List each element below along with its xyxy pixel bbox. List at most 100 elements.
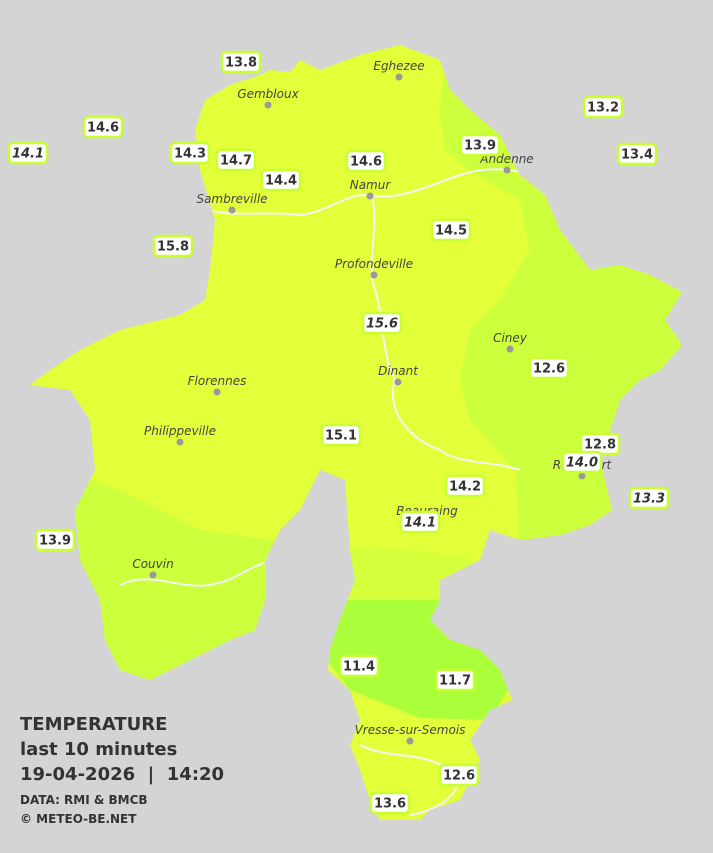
station-value: 12.8 xyxy=(584,438,616,453)
town-dot xyxy=(503,166,511,174)
town-label: Sambreville xyxy=(196,192,267,206)
station: 15.8 xyxy=(152,234,194,258)
subtitle: last 10 minutes xyxy=(20,739,177,760)
station-box xyxy=(369,791,411,815)
town-dot xyxy=(394,378,402,386)
town-label: Philippeville xyxy=(144,424,216,438)
station: 15.6 xyxy=(361,311,403,335)
station: 11.7 xyxy=(434,668,476,692)
river xyxy=(370,195,521,471)
station-value: 15.8 xyxy=(157,240,189,255)
station-box xyxy=(438,763,480,787)
station-value: 14.4 xyxy=(265,174,297,189)
station-value: 13.8 xyxy=(225,56,257,71)
station-value: 15.1 xyxy=(325,429,357,444)
station-box xyxy=(459,133,501,157)
station: 12.6 xyxy=(528,356,570,380)
town-dot xyxy=(578,472,586,480)
station-box xyxy=(7,141,49,165)
town-label: Florennes xyxy=(188,374,247,388)
station: 14.6 xyxy=(345,149,387,173)
station: 13.2 xyxy=(582,95,624,119)
station-box xyxy=(152,234,194,258)
station: 13.6 xyxy=(369,791,411,815)
station-box xyxy=(82,115,124,139)
station-value: 14.0 xyxy=(566,456,598,471)
station-box xyxy=(582,95,624,119)
town-dot xyxy=(149,571,157,579)
station-value: 14.7 xyxy=(220,154,252,169)
station-value: 13.9 xyxy=(464,139,496,154)
station: 14.1 xyxy=(399,510,441,534)
town-label: Vresse-sur-Semois xyxy=(355,723,466,737)
station-value: 13.2 xyxy=(587,101,619,116)
station-value: 14.1 xyxy=(12,147,44,162)
town-dot xyxy=(213,388,221,396)
town-dot xyxy=(395,73,403,81)
zone-mild xyxy=(340,545,470,600)
station-box xyxy=(260,168,302,192)
station: 14.4 xyxy=(260,168,302,192)
town-label: Dinant xyxy=(378,364,419,378)
town-label: Couvin xyxy=(132,557,173,571)
station: 13.9 xyxy=(34,528,76,552)
town-label: Ciney xyxy=(493,331,528,345)
town-label: Gembloux xyxy=(237,87,299,101)
station: 14.6 xyxy=(82,115,124,139)
station-box xyxy=(215,148,257,172)
station: 14.5 xyxy=(430,218,472,242)
station-box xyxy=(399,510,441,534)
river xyxy=(119,559,281,587)
station-box xyxy=(345,149,387,173)
source: DATA: RMI & BMCB xyxy=(20,793,148,807)
town-dot xyxy=(264,101,272,109)
town-dot xyxy=(406,737,414,745)
station: 13.3 xyxy=(628,486,670,510)
station-value: 13.9 xyxy=(39,534,71,549)
station-box xyxy=(434,668,476,692)
station-value: 11.7 xyxy=(439,674,471,689)
legend-box: TEMPERATURE last 10 minutes 19-04-2026 |… xyxy=(20,714,224,826)
town-dot xyxy=(176,438,184,446)
station: 13.8 xyxy=(220,50,262,74)
station: 14.0 xyxy=(561,450,603,474)
station-box xyxy=(444,474,486,498)
town-dot xyxy=(228,206,236,214)
station-box xyxy=(616,142,658,166)
station: 14.3 xyxy=(169,141,211,165)
station: 14.7 xyxy=(215,148,257,172)
towns: EghezeeGemblouxAndenneNamurSambrevillePr… xyxy=(132,59,613,745)
station-value: 14.5 xyxy=(435,224,467,239)
station-value: 13.6 xyxy=(374,797,406,812)
datetime: 19-04-2026 | 14:20 xyxy=(20,764,224,785)
station-value: 11.4 xyxy=(343,660,375,675)
town-dot xyxy=(366,192,374,200)
title: TEMPERATURE xyxy=(20,714,167,735)
station-box xyxy=(430,218,472,242)
stations: 13.8 14.6 14.1 14.3 14.7 14.4 14.6 13.9 13.2 13.4… xyxy=(7,50,670,815)
station: 14.2 xyxy=(444,474,486,498)
station-value: 12.6 xyxy=(443,769,475,784)
station-value: 12.6 xyxy=(533,362,565,377)
station-value: 14.1 xyxy=(404,516,436,531)
station: 15.1 xyxy=(320,423,362,447)
town-label: Profondeville xyxy=(335,257,413,271)
station-value: 13.3 xyxy=(633,492,665,507)
station-box xyxy=(528,356,570,380)
station-box xyxy=(320,423,362,447)
town-label: Namur xyxy=(350,178,392,192)
station-box xyxy=(34,528,76,552)
station-box xyxy=(169,141,211,165)
station: 14.1 xyxy=(7,141,49,165)
town-dot xyxy=(370,271,378,279)
town-label: Eghezee xyxy=(373,59,424,73)
town-dot xyxy=(506,345,514,353)
station-box xyxy=(220,50,262,74)
station-value: 14.6 xyxy=(87,121,119,136)
station-box xyxy=(361,311,403,335)
station: 13.4 xyxy=(616,142,658,166)
station-box xyxy=(338,654,380,678)
credit: © METEO-BE.NET xyxy=(20,812,137,826)
station-value: 14.3 xyxy=(174,147,206,162)
